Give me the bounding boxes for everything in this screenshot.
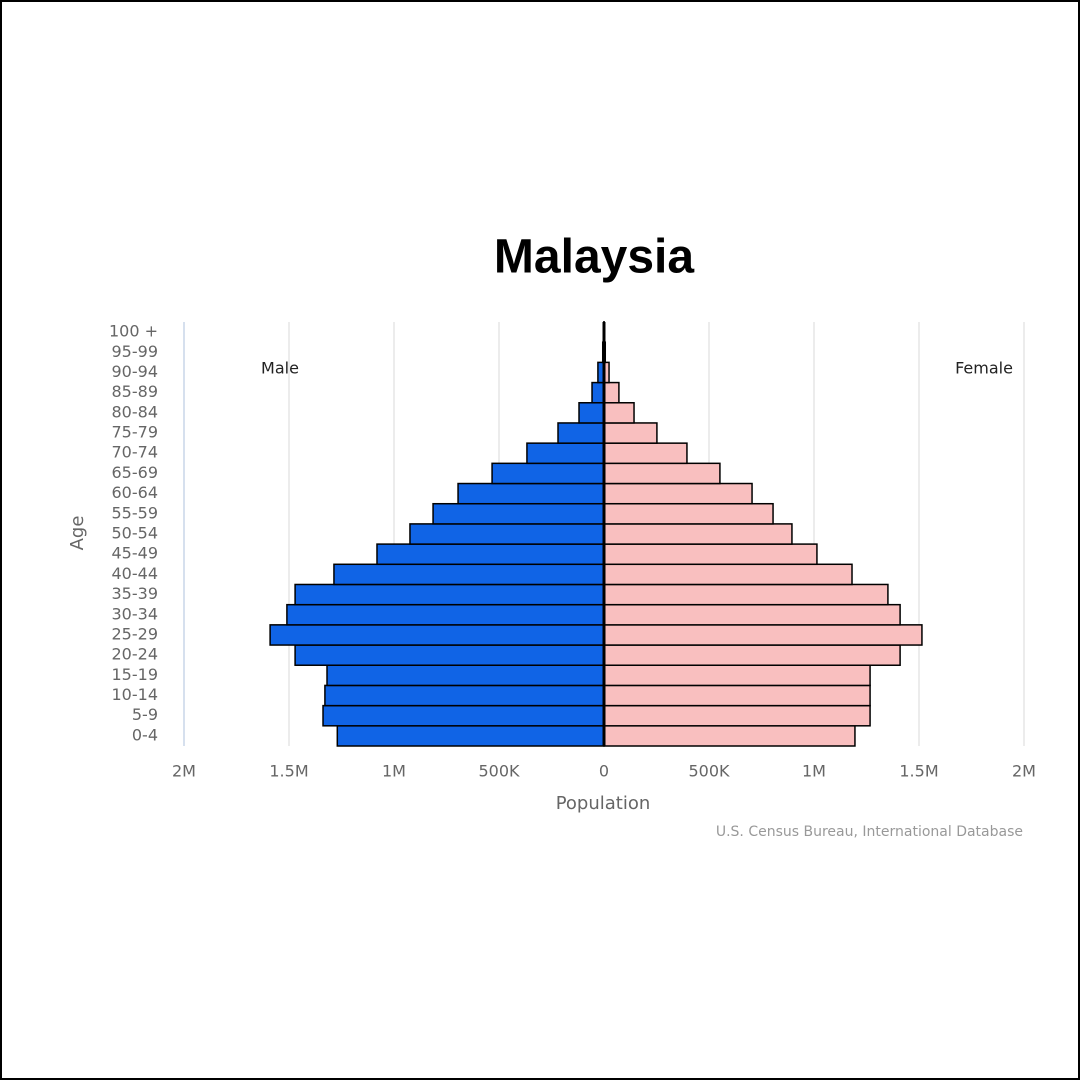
y-tick-label: 100 +: [109, 322, 158, 341]
y-tick-label: 20-24: [112, 645, 159, 664]
bar: [376, 543, 605, 566]
x-tick-label: 500K: [478, 762, 520, 781]
bar: [603, 603, 901, 626]
y-tick-label: 75-79: [112, 423, 159, 442]
y-tick-label: 5-9: [132, 705, 158, 724]
bar: [491, 462, 605, 485]
legend-label: Male: [261, 359, 299, 378]
bar: [457, 482, 605, 505]
bar: [603, 482, 753, 505]
bar: [603, 422, 658, 444]
y-tick-label: 80-84: [112, 402, 159, 421]
bar: [603, 684, 871, 707]
bar: [432, 502, 605, 525]
y-tick-label: 55-59: [112, 503, 159, 522]
bar: [294, 583, 605, 606]
x-tick-label: 1M: [802, 762, 826, 781]
bar: [336, 725, 605, 747]
chart-title: Malaysia: [494, 231, 694, 284]
bar: [603, 523, 793, 545]
y-tick-label: 45-49: [112, 544, 159, 563]
y-tick-label: 35-39: [112, 584, 159, 603]
y-tick-label: 60-64: [112, 483, 159, 502]
y-axis-label: Age: [67, 516, 88, 551]
y-tick-label: 85-89: [112, 382, 159, 401]
y-tick-label: 50-54: [112, 524, 159, 543]
x-tick-label: 2M: [1012, 762, 1036, 781]
bar: [603, 543, 818, 566]
bar: [603, 725, 856, 747]
bar: [603, 563, 853, 586]
y-tick-label: 95-99: [112, 342, 159, 361]
bar: [409, 523, 605, 545]
x-tick-label: 2M: [172, 762, 196, 781]
bar: [603, 624, 923, 646]
bar: [603, 644, 901, 666]
bar: [324, 684, 605, 707]
y-tick-label: 25-29: [112, 624, 159, 643]
bar: [603, 402, 635, 424]
y-tick-label: 10-14: [112, 685, 159, 704]
x-tick-label: 1.5M: [269, 762, 308, 781]
bar: [591, 381, 605, 404]
bar: [333, 563, 605, 586]
source: U.S. Census Bureau, International Databa…: [716, 824, 1023, 840]
bar: [603, 381, 620, 404]
bar: [603, 664, 871, 687]
bar: [269, 624, 605, 646]
bar: [286, 603, 605, 626]
y-tick-label: 0-4: [132, 725, 158, 744]
bar: [557, 422, 605, 444]
y-tick-label: 30-34: [112, 604, 159, 623]
x-tick-label: 1.5M: [899, 762, 938, 781]
x-tick-label: 500K: [688, 762, 730, 781]
bar: [326, 664, 605, 687]
y-tick-label: 70-74: [112, 443, 159, 462]
bar: [603, 704, 871, 727]
bar: [578, 402, 605, 424]
y-tick-label: 40-44: [112, 564, 159, 583]
x-axis-label: Population: [556, 793, 651, 814]
x-tick-label: 1M: [382, 762, 406, 781]
y-tick-label: 15-19: [112, 665, 159, 684]
bar: [322, 704, 605, 727]
y-tick-label: 90-94: [112, 362, 159, 381]
bar: [294, 644, 605, 666]
legend-label: Female: [955, 359, 1013, 378]
bar: [603, 583, 889, 606]
y-tick-label: 65-69: [112, 463, 159, 482]
bar: [526, 442, 605, 465]
bar: [603, 502, 774, 525]
bar: [603, 462, 721, 485]
x-tick-label: 0: [599, 762, 609, 781]
bar: [603, 442, 688, 465]
